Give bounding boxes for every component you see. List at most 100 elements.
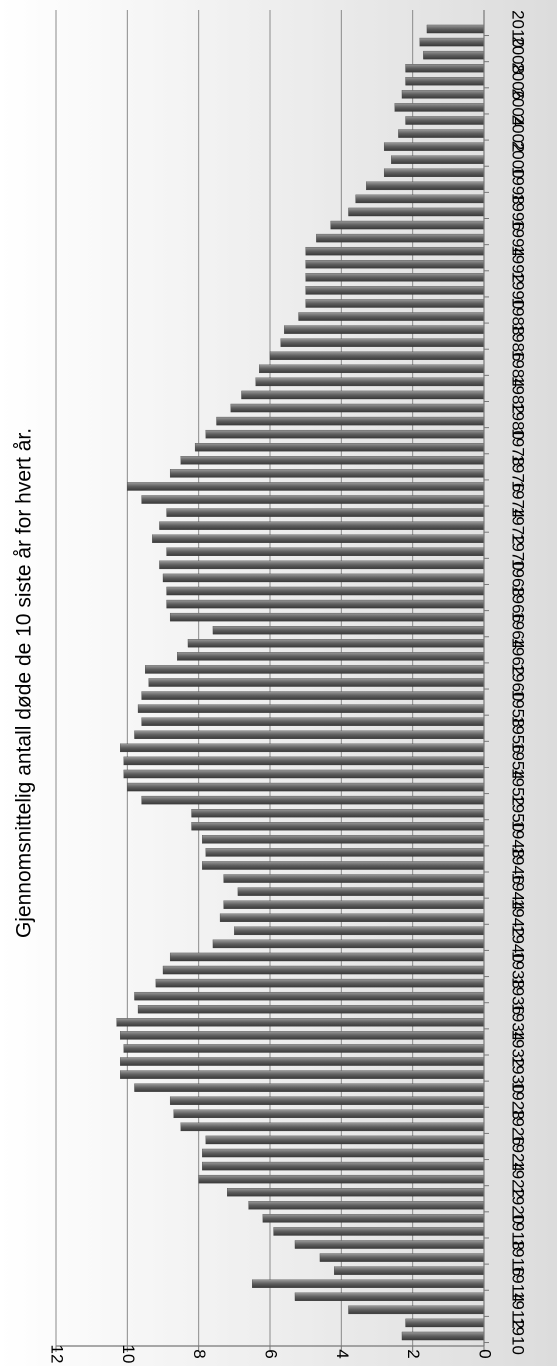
- category-tick-label: 1960: [509, 664, 528, 702]
- bar: [169, 952, 485, 962]
- value-tick-label: 10: [119, 1345, 138, 1364]
- category-tick-label: 1996: [509, 193, 528, 231]
- bar: [191, 808, 485, 818]
- bar: [148, 678, 485, 687]
- chart-title: Gjennomsnittelig antall døde de 10 siste…: [13, 428, 36, 938]
- category-tick-label: 1936: [509, 977, 528, 1015]
- bar: [305, 273, 485, 282]
- bar: [177, 652, 485, 661]
- bar: [202, 835, 485, 844]
- bar: [137, 704, 485, 713]
- bar: [330, 220, 485, 230]
- category-tick-label: 1998: [509, 167, 528, 205]
- category-tick-label: 1990: [509, 271, 528, 309]
- bar: [120, 1070, 485, 1079]
- bar: [319, 1253, 485, 1262]
- bar: [405, 64, 485, 73]
- category-tick-label: 1968: [509, 559, 528, 597]
- category-tick-label: 1984: [509, 350, 528, 388]
- bar: [262, 1214, 485, 1223]
- bar: [305, 246, 485, 256]
- bar: [166, 599, 485, 609]
- category-tick-label: 1916: [509, 1239, 528, 1277]
- bar: [255, 377, 485, 387]
- bar: [219, 913, 485, 922]
- category-tick-label: 1942: [509, 899, 528, 937]
- value-tick-label: 12: [48, 1345, 67, 1364]
- bar: [394, 103, 485, 112]
- value-tick-label: 2: [404, 1349, 423, 1358]
- bar: [205, 429, 485, 439]
- category-tick-label: 1974: [509, 481, 528, 519]
- category-tick-label: 1978: [509, 428, 528, 466]
- bar: [120, 1057, 485, 1066]
- bar: [194, 443, 485, 452]
- bar: [123, 1044, 485, 1053]
- category-tick-label: 1946: [509, 847, 528, 885]
- bar: [127, 782, 485, 792]
- gridlines: [55, 10, 414, 1346]
- category-tick-label: 1914: [509, 1265, 528, 1303]
- bar: [145, 665, 485, 674]
- bar: [202, 1148, 485, 1158]
- bar: [223, 900, 485, 909]
- bar: [334, 1266, 485, 1275]
- bar: [294, 1240, 485, 1249]
- bar: [141, 691, 485, 700]
- bar: [198, 1174, 485, 1184]
- axes: [55, 10, 489, 1352]
- bar: [155, 978, 485, 988]
- bar: [248, 1201, 485, 1210]
- bar: [269, 351, 485, 360]
- bar: [169, 469, 485, 478]
- bar: [205, 1135, 485, 1145]
- category-tick-label: 1982: [509, 376, 528, 414]
- category-tick-labels: 1910191219141916191819201922192419261928…: [509, 10, 528, 1355]
- bar: [120, 1031, 485, 1040]
- category-tick-label: 2010: [509, 10, 528, 48]
- bar: [405, 77, 485, 86]
- bar: [401, 90, 485, 99]
- category-tick-label: 1988: [509, 298, 528, 336]
- category-tick-label: 1994: [509, 219, 528, 257]
- bar: [223, 874, 485, 883]
- category-tick-label: 2006: [509, 62, 528, 100]
- category-tick-label: 1972: [509, 507, 528, 545]
- bar: [348, 1305, 485, 1315]
- category-tick-label: 1920: [509, 1186, 528, 1224]
- bar: [401, 1331, 485, 1341]
- category-tick-label: 1918: [509, 1213, 528, 1251]
- category-tick-label: 1980: [509, 402, 528, 440]
- bar: [134, 730, 485, 739]
- bar: [305, 286, 485, 295]
- bar: [294, 1292, 485, 1301]
- bar: [355, 194, 485, 204]
- category-tick-label: 1948: [509, 820, 528, 858]
- bar: [398, 129, 485, 138]
- category-tick-label: 1944: [509, 873, 528, 911]
- bar: [173, 1109, 485, 1119]
- bar: [202, 1161, 485, 1171]
- bar: [141, 795, 485, 805]
- bar: [273, 1227, 485, 1236]
- category-tick-label: 1976: [509, 454, 528, 492]
- bar: [366, 181, 485, 191]
- category-tick-label: 1970: [509, 533, 528, 571]
- bar: [212, 939, 485, 949]
- category-tick-label: 2002: [509, 115, 528, 153]
- bar: [159, 560, 485, 570]
- bar: [234, 926, 485, 936]
- bar: [123, 769, 485, 779]
- category-tick-label: 1922: [509, 1160, 528, 1198]
- category-tick-label: 1950: [509, 794, 528, 832]
- category-tick-label: 1910: [509, 1317, 528, 1355]
- category-tick-label: 2000: [509, 141, 528, 179]
- bar: [383, 168, 485, 177]
- bar: [202, 861, 485, 870]
- bar: [180, 456, 485, 465]
- category-tick-label: 1932: [509, 1030, 528, 1068]
- bar: [152, 534, 485, 543]
- bar: [419, 37, 485, 47]
